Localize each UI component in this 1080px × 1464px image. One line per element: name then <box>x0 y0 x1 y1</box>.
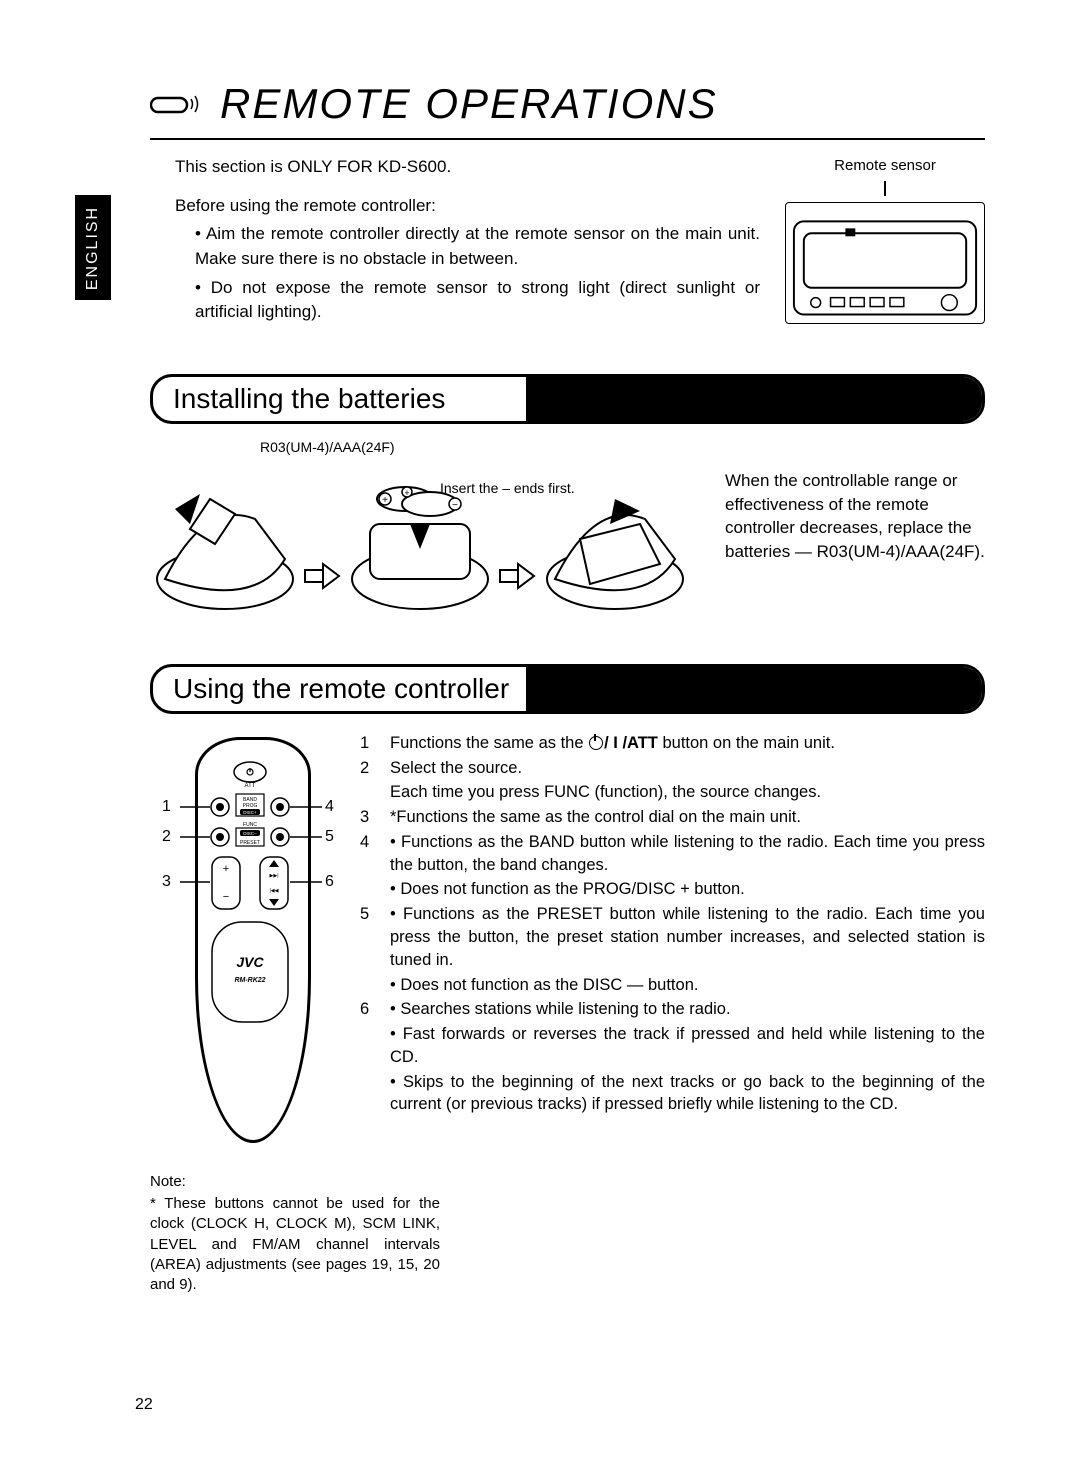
battery-section: R03(UM-4)/AAA(24F) Insert the – ends fir… <box>150 439 985 639</box>
fn-num: 4 <box>360 831 378 877</box>
fn-text: Functions as the PRESET button while lis… <box>390 903 985 971</box>
page-title: REMOTE OPERATIONS <box>220 80 718 128</box>
fn-text: Each time you press FUNC (function), the… <box>390 781 985 804</box>
fn-text: Skips to the beginning of the next track… <box>390 1071 985 1117</box>
power-icon <box>589 736 603 750</box>
fn-text: Select the source. <box>390 757 985 780</box>
svg-text:PROG: PROG <box>243 803 258 809</box>
section2-title: Using the remote controller <box>173 673 524 705</box>
callout-3: 3 <box>162 873 171 891</box>
note-text: * These buttons cannot be used for the c… <box>150 1194 440 1295</box>
svg-text:−: − <box>452 500 458 511</box>
section-heading-using: Using the remote controller <box>150 664 985 714</box>
section-heading-batteries: Installing the batteries <box>150 374 985 424</box>
before-line: Before using the remote controller: <box>175 194 760 219</box>
svg-text:RM-RK22: RM-RK22 <box>234 977 265 984</box>
svg-text:|◀◀: |◀◀ <box>270 888 279 894</box>
svg-text:JVC: JVC <box>236 954 264 970</box>
language-tab: ENGLISH <box>75 195 111 300</box>
callout-4: 4 <box>325 798 334 816</box>
fn-text: Does not function as the PROG/DISC + but… <box>390 878 985 901</box>
note-heading: Note: <box>150 1172 440 1192</box>
language-tab-label: ENGLISH <box>84 205 102 289</box>
using-section: ATT BAND PROG DISC+ FUNC DISC− PRESET <box>150 732 985 1162</box>
svg-text:▶▶|: ▶▶| <box>270 873 279 879</box>
intro-bullet: Aim the remote controller directly at th… <box>195 222 760 271</box>
sensor-illustration <box>785 202 985 324</box>
battery-type-label: R03(UM-4)/AAA(24F) <box>260 439 395 455</box>
callout-5: 5 <box>325 828 334 846</box>
svg-text:+: + <box>223 863 229 875</box>
fn-text: Does not function as the DISC — button. <box>390 974 985 997</box>
fn-text: Functions as the BAND button while liste… <box>390 831 985 877</box>
intro-section: This section is ONLY FOR KD-S600. Before… <box>175 155 985 329</box>
fn-num: 6 <box>360 998 378 1021</box>
intro-bullet: Do not expose the remote sensor to stron… <box>195 276 760 325</box>
note-block: Note: * These buttons cannot be used for… <box>150 1172 440 1296</box>
battery-side-text: When the controllable range or effective… <box>725 439 985 639</box>
battery-illustration: + − + <box>150 439 710 639</box>
page-header: REMOTE OPERATIONS <box>150 80 985 140</box>
svg-text:−: − <box>223 891 229 903</box>
page-number: 22 <box>135 1396 153 1414</box>
svg-text:DISC−: DISC− <box>243 831 257 836</box>
fn-text: *Functions the same as the control dial … <box>390 806 985 829</box>
model-line: This section is ONLY FOR KD-S600. <box>175 155 760 180</box>
fn-text: Fast forwards or reverses the track if p… <box>390 1023 985 1069</box>
insert-text: Insert the – ends first. <box>440 479 575 497</box>
sensor-label: Remote sensor <box>785 155 985 177</box>
function-list: 1 Functions the same as the / I /ATT but… <box>360 732 985 1162</box>
fn-num: 1 <box>360 732 378 755</box>
fn-text: Functions the same as the / I /ATT butto… <box>390 732 985 755</box>
svg-text:PRESET: PRESET <box>240 840 260 846</box>
fn-num: 3 <box>360 806 378 829</box>
svg-text:+: + <box>404 488 409 498</box>
fn-text: Searches stations while listening to the… <box>390 998 985 1021</box>
fn-num: 2 <box>360 757 378 780</box>
svg-text:FUNC: FUNC <box>243 822 257 828</box>
fn-num: 5 <box>360 903 378 971</box>
callout-2: 2 <box>162 828 171 846</box>
callout-6: 6 <box>325 873 334 891</box>
remote-icon <box>150 90 205 118</box>
svg-text:ATT: ATT <box>245 783 256 789</box>
callout-1: 1 <box>162 798 171 816</box>
svg-text:DISC+: DISC+ <box>243 810 257 815</box>
remote-diagram: ATT BAND PROG DISC+ FUNC DISC− PRESET <box>150 732 340 1162</box>
svg-text:+: + <box>382 495 388 506</box>
section1-title: Installing the batteries <box>173 383 460 415</box>
